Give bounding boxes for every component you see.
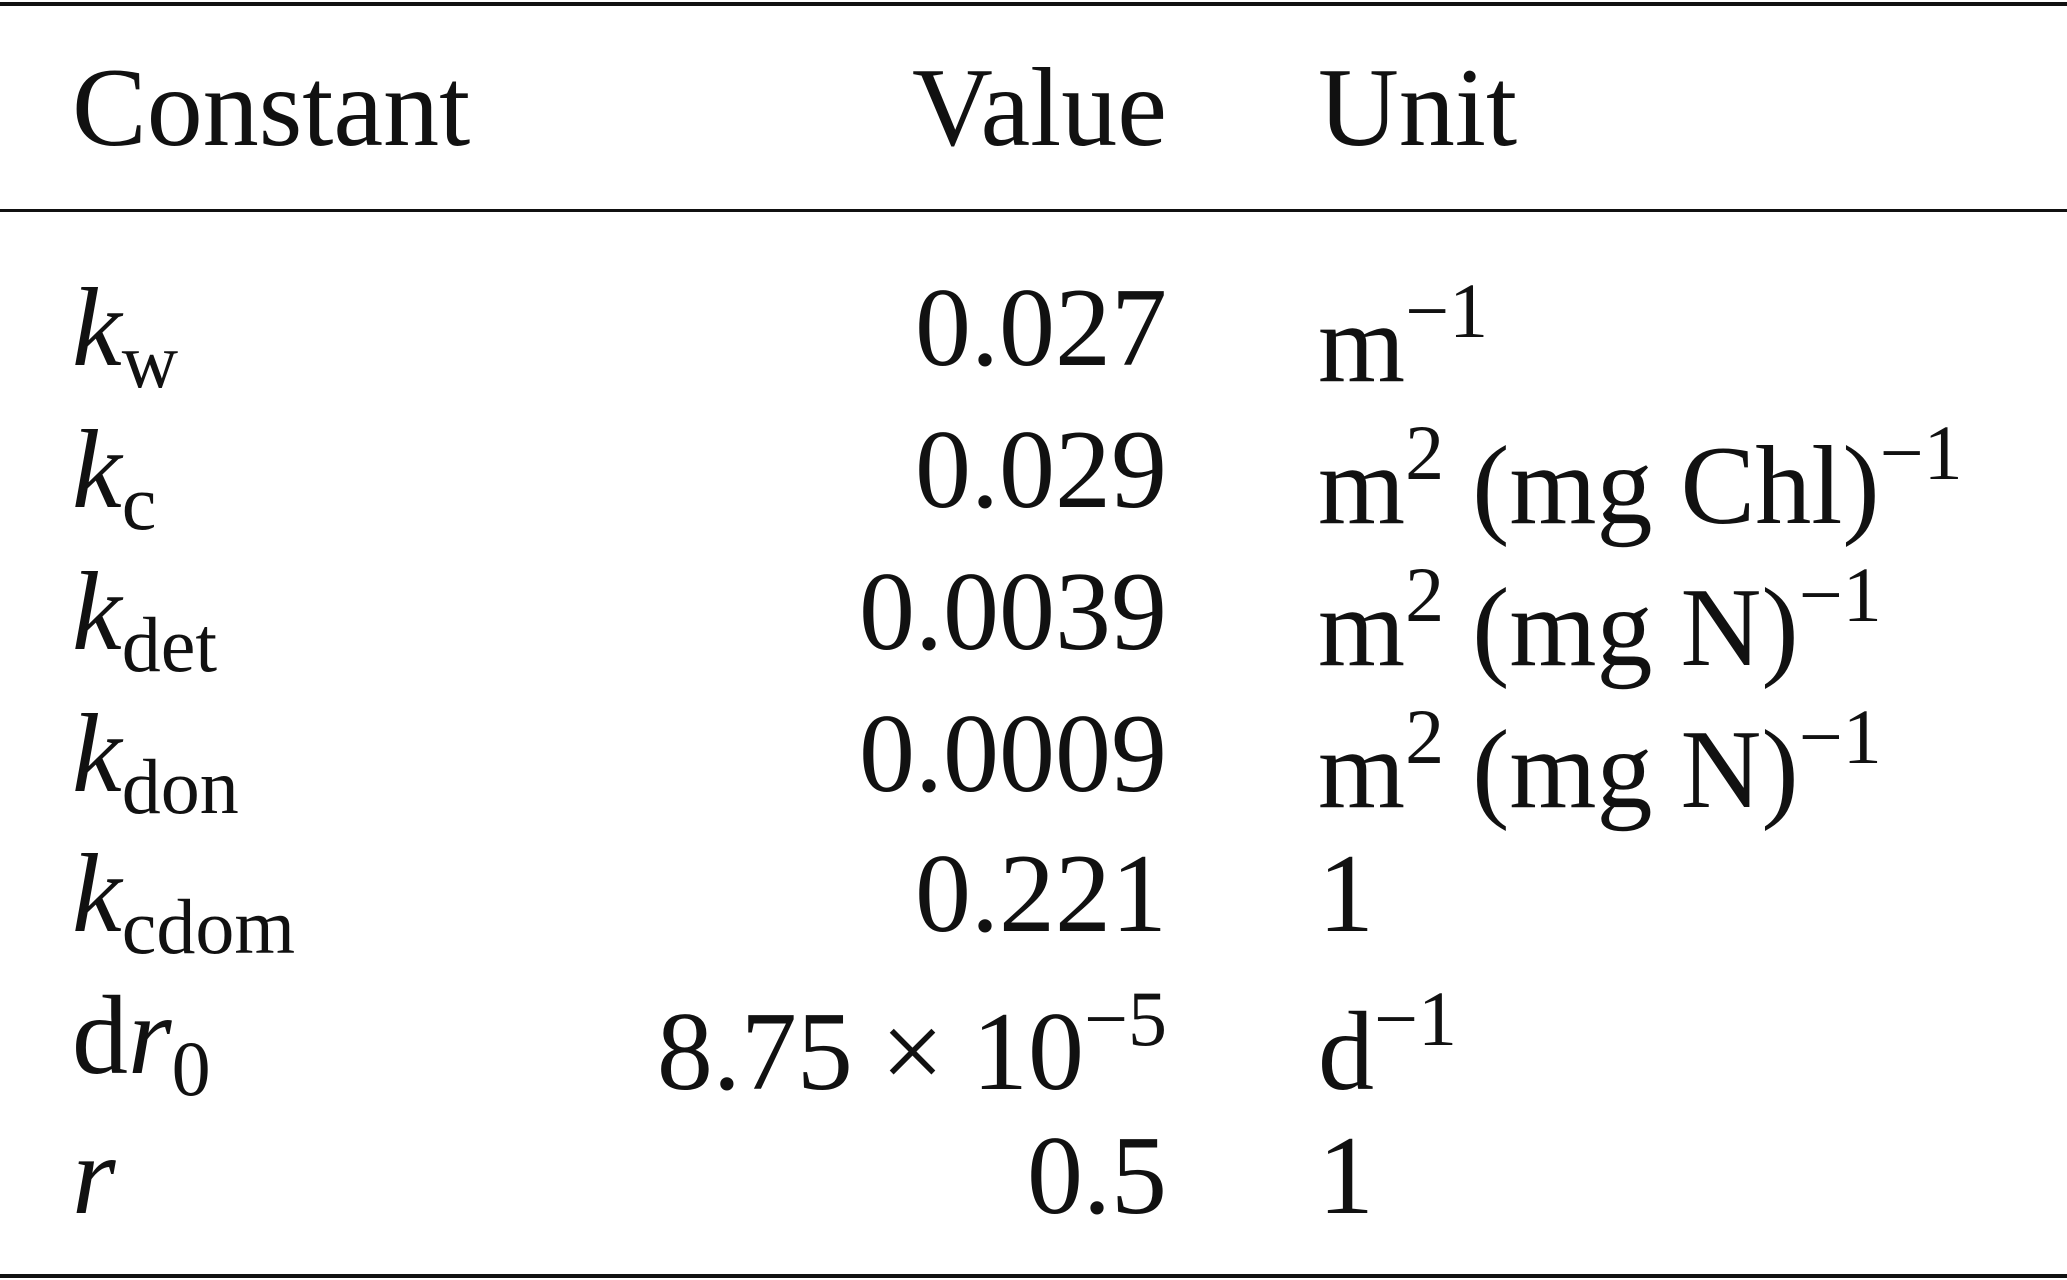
constant-symbol-part: r: [128, 974, 172, 1098]
constant-unit-part: −1: [1879, 409, 1963, 496]
constant-value: 0.027: [915, 272, 1167, 384]
constant-unit-part: 2: [1405, 551, 1445, 638]
constant-symbol-part: d: [72, 974, 128, 1098]
constant-symbol-part: k: [72, 692, 122, 816]
constant-unit-part: −1: [1405, 267, 1489, 354]
header-constant: Constant: [72, 46, 471, 170]
constant-value: 0.029: [915, 414, 1167, 526]
constant-symbol-part: k: [72, 550, 122, 674]
constant-unit: 1: [1318, 838, 1374, 950]
constant-value-part: 0.221: [915, 832, 1167, 956]
constant-value-part: 0.029: [915, 408, 1167, 532]
constant-symbol: kdon: [72, 698, 239, 826]
header-unit: Unit: [1318, 46, 1518, 170]
constant-value-part: 8.75 × 10: [656, 990, 1084, 1114]
header-value: Value: [911, 46, 1167, 170]
constant-symbol-part: w: [121, 317, 179, 404]
constant-unit: m−1: [1318, 272, 1488, 401]
constant-symbol-part: don: [121, 743, 239, 830]
constant-symbol-part: c: [121, 459, 157, 546]
constant-unit-part: m: [1318, 566, 1406, 690]
constant-value-part: 0.0009: [859, 692, 1167, 816]
constant-unit-part: 1: [1318, 1114, 1374, 1238]
constant-unit-part: m: [1318, 424, 1406, 548]
constant-value-part: 0.5: [1027, 1114, 1167, 1238]
constant-unit-part: (mg Chl): [1444, 424, 1880, 548]
constant-value: 0.0039: [859, 556, 1167, 668]
constant-unit-part: −1: [1374, 975, 1457, 1062]
constant-value: 0.5: [1027, 1120, 1167, 1232]
constant-symbol: kc: [72, 414, 156, 542]
constant-unit-part: m: [1318, 708, 1406, 832]
constant-value-part: 0.0039: [859, 550, 1167, 674]
constant-symbol-part: 0: [171, 1025, 211, 1112]
constant-unit-part: −1: [1798, 693, 1882, 780]
constant-unit: m2 (mg Chl)−1: [1318, 414, 1963, 543]
constant-symbol: kcdom: [72, 838, 295, 966]
constant-unit-part: 2: [1405, 409, 1445, 496]
bottom-rule: [0, 1274, 2067, 1278]
constant-symbol-part: det: [121, 601, 218, 688]
constant-symbol: r: [72, 1120, 116, 1232]
constant-value: 0.221: [915, 838, 1167, 950]
constant-unit: m2 (mg N)−1: [1318, 698, 1882, 827]
constant-unit: 1: [1318, 1120, 1374, 1232]
constant-symbol: kdet: [72, 556, 217, 684]
constant-symbol-part: r: [72, 1114, 116, 1238]
constant-symbol-part: k: [72, 408, 122, 532]
constant-unit-part: −1: [1798, 551, 1882, 638]
constant-symbol: dr0: [72, 980, 211, 1108]
constant-unit: m2 (mg N)−1: [1318, 556, 1882, 685]
constant-value-part: 0.027: [915, 266, 1167, 390]
constant-symbol-part: k: [72, 832, 122, 956]
constant-unit-part: (mg N): [1444, 566, 1799, 690]
constant-unit: d−1: [1318, 980, 1457, 1109]
header-rule: [0, 209, 2067, 212]
constant-value-part: −5: [1084, 975, 1167, 1062]
constant-symbol-part: k: [72, 266, 122, 390]
constant-symbol-part: cdom: [121, 883, 296, 970]
constant-unit-part: m: [1318, 282, 1406, 406]
constant-unit-part: d: [1318, 990, 1374, 1114]
constant-value: 0.0009: [859, 698, 1167, 810]
constant-symbol: kw: [72, 272, 178, 400]
constant-value: 8.75 × 10−5: [657, 980, 1167, 1109]
constant-unit-part: (mg N): [1444, 708, 1799, 832]
constant-unit-part: 2: [1405, 693, 1445, 780]
constant-unit-part: 1: [1318, 832, 1374, 956]
top-rule: [0, 2, 2067, 6]
